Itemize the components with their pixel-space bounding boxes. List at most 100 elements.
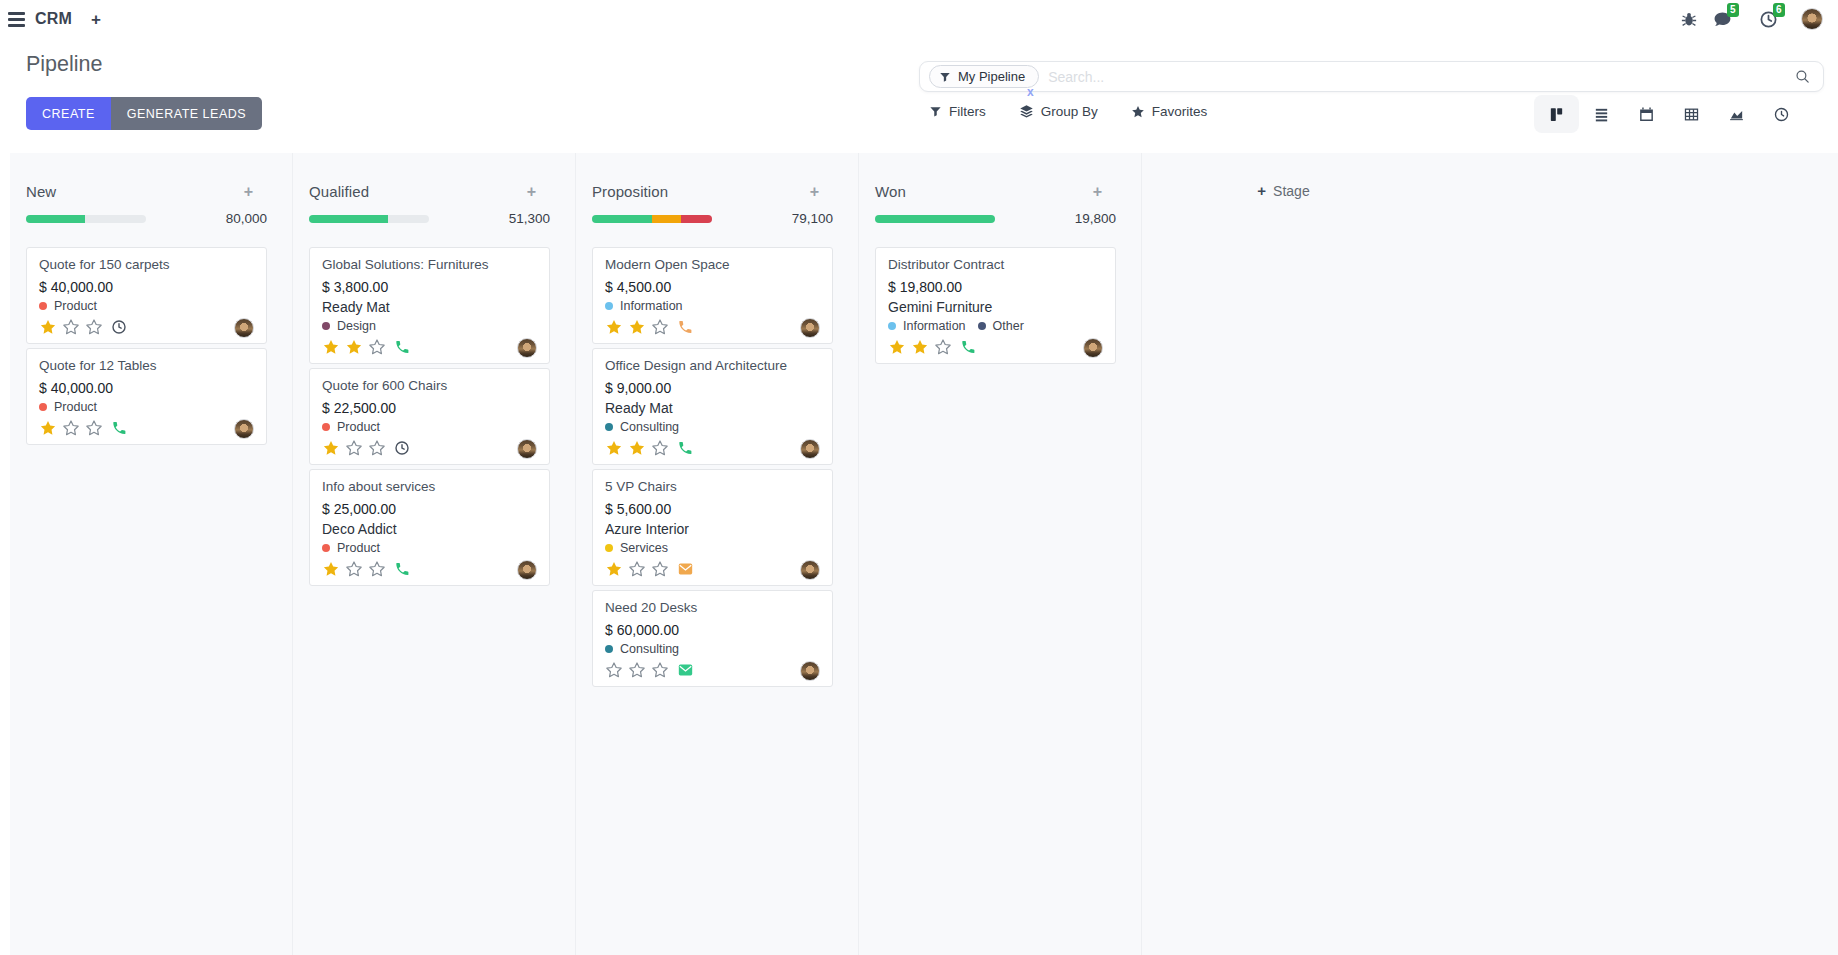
priority-star[interactable]	[605, 318, 623, 336]
card-avatar[interactable]	[800, 661, 820, 681]
list-view-button[interactable]	[1579, 95, 1624, 133]
activity-phone-icon[interactable]	[394, 561, 410, 577]
progress-segment[interactable]	[26, 215, 85, 223]
column-add-icon[interactable]: +	[1093, 183, 1116, 201]
pivot-view-button[interactable]	[1669, 95, 1714, 133]
add-tab-icon[interactable]: +	[91, 11, 101, 28]
priority-star[interactable]	[62, 419, 80, 437]
priority-star[interactable]	[651, 318, 669, 336]
kanban-card[interactable]: Quote for 12 Tables $ 40,000.00 Product	[26, 348, 267, 445]
tag[interactable]: Services	[605, 541, 668, 555]
progress-segment[interactable]	[652, 215, 681, 223]
search-icon[interactable]	[1794, 68, 1811, 85]
priority-star[interactable]	[85, 318, 103, 336]
filters-button[interactable]: Filters	[929, 104, 986, 119]
priority-star[interactable]	[345, 560, 363, 578]
card-avatar[interactable]	[517, 560, 537, 580]
activity-view-button[interactable]	[1759, 95, 1804, 133]
activity-clock-icon[interactable]	[111, 319, 127, 335]
kanban-card[interactable]: Need 20 Desks $ 60,000.00 Consulting	[592, 590, 833, 687]
activity-phone-icon[interactable]	[960, 339, 976, 355]
progress-segment[interactable]	[592, 215, 652, 223]
tag[interactable]: Information	[605, 299, 683, 313]
card-avatar[interactable]	[800, 439, 820, 459]
priority-star[interactable]	[368, 560, 386, 578]
column-add-icon[interactable]: +	[810, 183, 833, 201]
priority-star[interactable]	[934, 338, 952, 356]
column-progressbar[interactable]	[309, 215, 429, 223]
priority-star[interactable]	[651, 439, 669, 457]
activity-phone-icon[interactable]	[677, 440, 693, 456]
graph-view-button[interactable]	[1714, 95, 1759, 133]
create-button[interactable]: CREATE	[26, 97, 111, 130]
kanban-card[interactable]: Global Solutions: Furnitures $ 3,800.00 …	[309, 247, 550, 364]
priority-star[interactable]	[322, 439, 340, 457]
column-progressbar[interactable]	[875, 215, 995, 223]
activity-clock-icon[interactable]	[394, 440, 410, 456]
priority-star[interactable]	[62, 318, 80, 336]
card-avatar[interactable]	[234, 318, 254, 338]
column-progressbar[interactable]	[592, 215, 712, 223]
kanban-card[interactable]: Quote for 600 Chairs $ 22,500.00 Product	[309, 368, 550, 465]
progress-segment[interactable]	[309, 215, 388, 223]
tag[interactable]: Product	[322, 541, 380, 555]
user-avatar[interactable]	[1801, 8, 1823, 30]
card-avatar[interactable]	[234, 419, 254, 439]
priority-star[interactable]	[888, 338, 906, 356]
messages-icon[interactable]: 5	[1713, 10, 1732, 29]
kanban-card[interactable]: Distributor Contract $ 19,800.00 Gemini …	[875, 247, 1116, 364]
kanban-card[interactable]: Quote for 150 carpets $ 40,000.00 Produc…	[26, 247, 267, 344]
apps-menu-icon[interactable]	[8, 12, 25, 27]
tag[interactable]: Other	[978, 319, 1024, 333]
priority-star[interactable]	[368, 338, 386, 356]
card-avatar[interactable]	[800, 560, 820, 580]
search-bar[interactable]: My Pipeline Search...	[919, 61, 1824, 92]
activity-phone-icon[interactable]	[677, 319, 693, 335]
favorites-button[interactable]: Favorites	[1131, 104, 1208, 119]
tag[interactable]: Product	[322, 420, 380, 434]
kanban-card[interactable]: Modern Open Space $ 4,500.00 Information	[592, 247, 833, 344]
tag[interactable]: Information	[888, 319, 966, 333]
priority-star[interactable]	[322, 338, 340, 356]
tag[interactable]: Consulting	[605, 420, 679, 434]
tag[interactable]: Product	[39, 299, 97, 313]
card-avatar[interactable]	[1083, 338, 1103, 358]
search-input[interactable]: Search...	[1048, 69, 1104, 85]
tag[interactable]: Consulting	[605, 642, 679, 656]
column-progressbar[interactable]	[26, 215, 146, 223]
priority-star[interactable]	[39, 419, 57, 437]
priority-star[interactable]	[651, 560, 669, 578]
debug-bug-icon[interactable]	[1680, 10, 1698, 28]
activity-phone-icon[interactable]	[394, 339, 410, 355]
app-title[interactable]: CRM	[35, 10, 72, 28]
priority-star[interactable]	[345, 338, 363, 356]
group-by-button[interactable]: Group By	[1019, 104, 1098, 119]
priority-star[interactable]	[911, 338, 929, 356]
priority-star[interactable]	[322, 560, 340, 578]
priority-star[interactable]	[605, 439, 623, 457]
card-avatar[interactable]	[517, 338, 537, 358]
priority-star[interactable]	[628, 318, 646, 336]
progress-segment[interactable]	[681, 215, 712, 223]
kanban-view-button[interactable]	[1534, 95, 1579, 133]
facet-remove-icon[interactable]: x	[1027, 85, 1034, 99]
progress-segment[interactable]	[875, 215, 995, 223]
activity-envelope-icon[interactable]	[677, 663, 694, 677]
priority-star[interactable]	[345, 439, 363, 457]
activity-phone-icon[interactable]	[111, 420, 127, 436]
priority-star[interactable]	[605, 661, 623, 679]
kanban-card[interactable]: Info about services $ 25,000.00 Deco Add…	[309, 469, 550, 586]
tag[interactable]: Product	[39, 400, 97, 414]
activity-envelope-icon[interactable]	[677, 562, 694, 576]
calendar-view-button[interactable]	[1624, 95, 1669, 133]
search-facet[interactable]: My Pipeline	[929, 65, 1039, 88]
generate-leads-button[interactable]: GENERATE LEADS	[111, 97, 262, 130]
priority-star[interactable]	[628, 560, 646, 578]
tag[interactable]: Design	[322, 319, 376, 333]
priority-star[interactable]	[85, 419, 103, 437]
priority-star[interactable]	[605, 560, 623, 578]
card-avatar[interactable]	[800, 318, 820, 338]
activities-clock-icon[interactable]: 6	[1759, 10, 1778, 29]
column-add-icon[interactable]: +	[244, 183, 267, 201]
priority-star[interactable]	[628, 661, 646, 679]
